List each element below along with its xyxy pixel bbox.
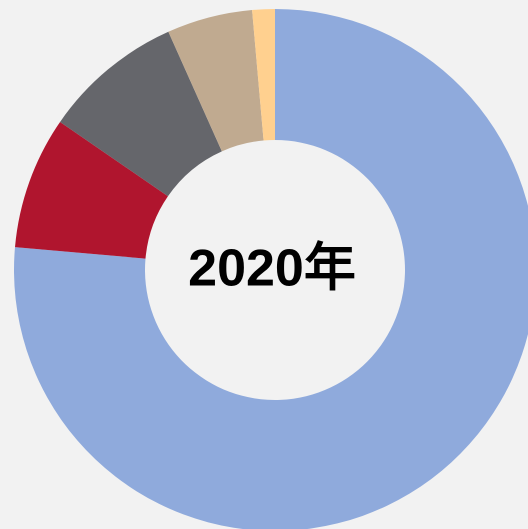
donut-slice bbox=[15, 121, 168, 259]
donut-slice bbox=[168, 10, 264, 152]
slices bbox=[14, 9, 528, 529]
donut-slice bbox=[252, 9, 275, 141]
center-label: 2020年 bbox=[188, 240, 356, 298]
donut-slice bbox=[60, 31, 222, 197]
donut-slice bbox=[14, 9, 528, 529]
